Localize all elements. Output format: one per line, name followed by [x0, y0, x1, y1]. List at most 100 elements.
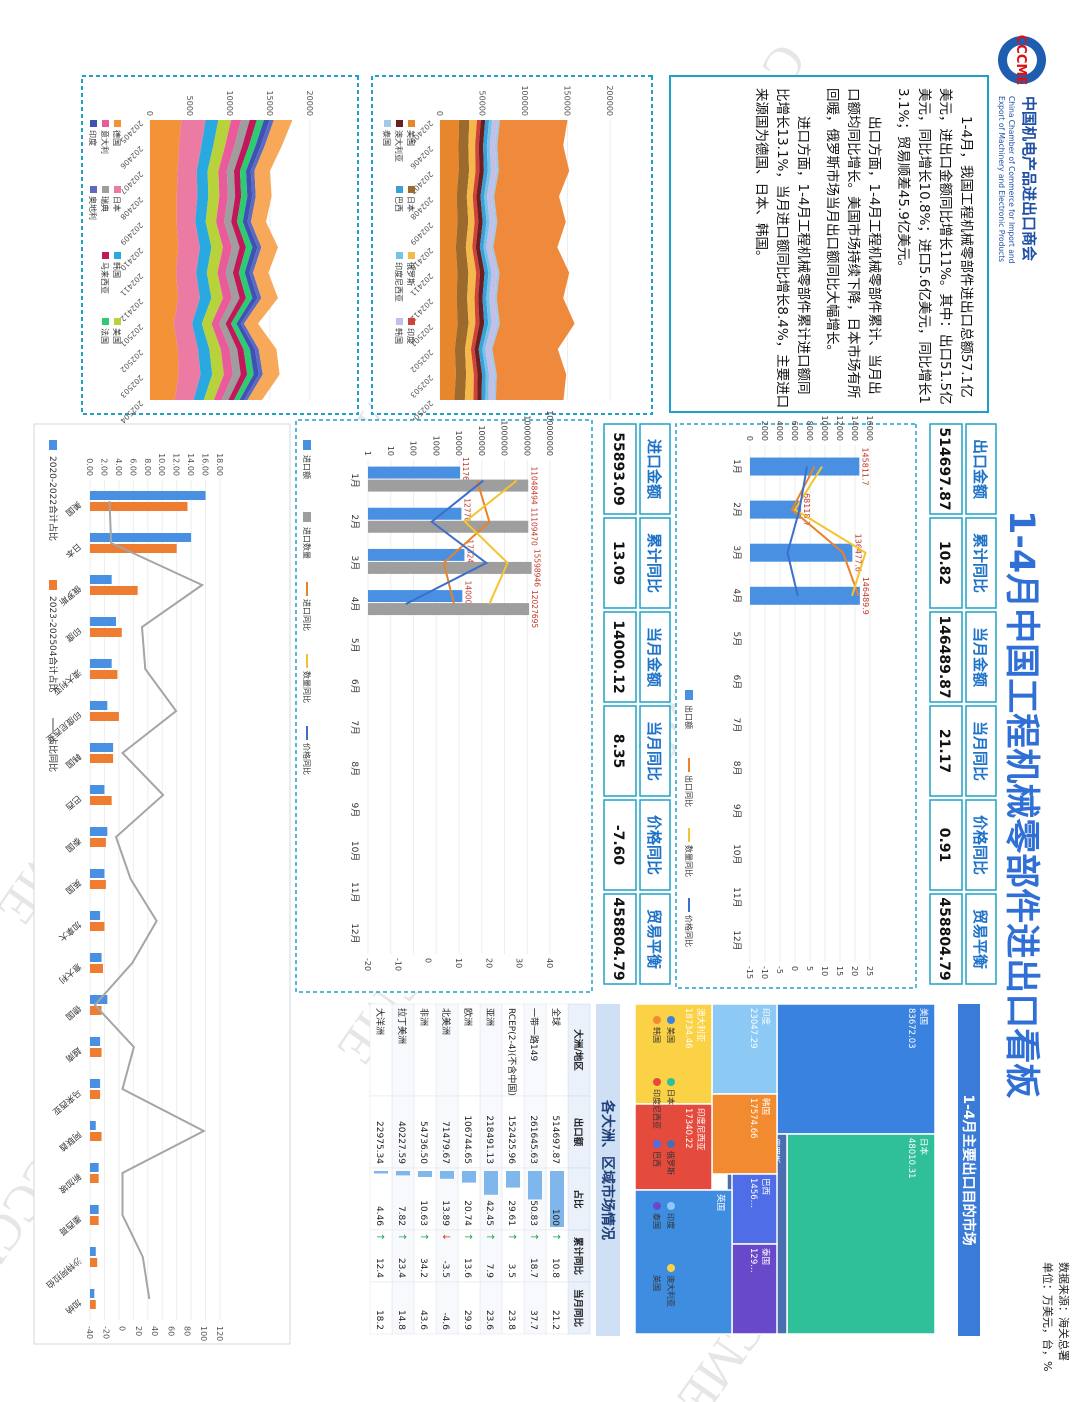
kpi-value: 458804.79 [936, 897, 952, 980]
treemap-cell-value: 48010.31 [906, 1138, 916, 1179]
area-band [231, 120, 264, 400]
area-legend-swatch [396, 252, 403, 259]
table-value: 欧洲 [462, 1008, 474, 1026]
kpi-value: 0.91 [936, 828, 952, 863]
treemap-legend-dot [653, 1202, 661, 1210]
area-y-tick: 0 [145, 111, 154, 116]
table-value: 54736.50 [418, 1121, 428, 1164]
import-combo-frame [295, 419, 593, 993]
table-value: 71479.67 [440, 1121, 450, 1164]
destination-bar-2023 [90, 712, 119, 721]
area-legend-label: 印度尼西亚 [394, 262, 404, 302]
destination-bar-2020 [89, 701, 108, 710]
org-name-en-2: Export of Machinery and Electronic Produ… [997, 96, 1006, 262]
import-left-tick: 1000000 [500, 420, 509, 456]
table-share-bar [506, 1171, 520, 1188]
table-value: 北美洲 [440, 1008, 452, 1035]
destination-bar-2020 [89, 743, 114, 752]
destination-bar-2020 [89, 1037, 101, 1046]
export-bar [750, 543, 853, 562]
table-share-bar [374, 1171, 388, 1174]
destination-left-tick: 6.00 [128, 458, 137, 476]
table-cell [369, 1281, 393, 1335]
import-x-tick: 9月 [349, 803, 360, 818]
export-x-tick: 9月 [731, 804, 742, 819]
area-legend-label: 日本 [112, 196, 122, 212]
treemap-legend-label: 韩国 [652, 1027, 662, 1043]
destination-bar-2023 [89, 1300, 96, 1309]
destination-left-tick: 0.00 [85, 458, 94, 476]
kpi-label-box [965, 517, 997, 609]
area-legend-label: 美国 [406, 130, 416, 146]
area-legend-swatch [114, 252, 121, 259]
treemap-chart: 美国83672.03日本48010.31俄罗斯25623.36印度23047.2… [634, 1003, 936, 1335]
import-legend-label: 数量同比 [302, 671, 312, 703]
treemap-legend-dot [667, 1140, 675, 1148]
table-value: 21.2 [550, 1310, 560, 1330]
area-legend-swatch [102, 186, 109, 193]
treemap-cell-value: 17340.22 [683, 1108, 693, 1149]
kpi-value-box [603, 799, 637, 891]
destination-legend-swatch [49, 440, 57, 450]
destination-bar-2020 [89, 911, 101, 920]
destination-yoy-line [93, 500, 206, 1300]
destination-legend-label: 2023-202504合计占比 [47, 596, 59, 693]
kpi-value: 14000.12 [610, 620, 626, 694]
table-value: 29.61 [506, 1200, 516, 1226]
export-left-tick: 10000 [820, 416, 829, 441]
area-band [211, 120, 242, 400]
area-band [489, 120, 500, 400]
destination-bar-2020 [89, 1289, 95, 1298]
area-band [478, 120, 490, 400]
area-y-tick: 15000 [265, 91, 274, 116]
summary-panel: 1-4月，我国工程机械零部件进出口总额57.1亿美元，进出口金额同比增长11%。… [669, 75, 989, 413]
import-x-tick: 10月 [349, 841, 360, 861]
import-qty-bar [368, 603, 530, 616]
import-right-tick: 40 [545, 958, 554, 968]
destination-right-tick: 80 [183, 1326, 192, 1336]
kpi-value-box [603, 705, 637, 797]
summary-text: 1-4月，我国工程机械零部件进出口总额57.1亿美元，进出口金额同比增长11%。… [753, 88, 974, 408]
kpi-label-box [639, 517, 671, 609]
export-left-tick: 16000 [865, 416, 874, 441]
table-value: 37.7 [528, 1310, 538, 1330]
kpi-value: 55893.09 [610, 432, 626, 506]
import-right-tick: 0 [424, 958, 433, 963]
unit-note: 单位：万美元，台，% [1041, 1262, 1055, 1371]
area-legend-swatch [396, 120, 403, 127]
area-legend-label: 印度 [406, 328, 416, 344]
import-left-tick: 1000 [431, 436, 440, 456]
import-amount-label: 11176.2 [461, 457, 470, 488]
destination-bar-2020 [89, 953, 102, 962]
continent-title-bar [596, 1004, 620, 1336]
destination-bar-2023 [89, 1132, 102, 1141]
export-data-label: 136477.6 [853, 534, 862, 572]
kpi-label: 进口金额 [645, 439, 663, 499]
area-band [150, 120, 182, 400]
table-value: 一带一路149 [528, 1008, 540, 1061]
treemap-cell-name: 日本 [918, 1138, 929, 1156]
area-band [219, 120, 250, 400]
export-line-3 [786, 466, 808, 597]
import-qty-bar [368, 561, 532, 574]
kpi-value: 10.82 [936, 541, 952, 585]
area-y-tick: 0 [435, 111, 444, 116]
table-value: 106744.65 [462, 1115, 472, 1164]
destination-bar-2023 [89, 754, 114, 763]
treemap-legend-dot [667, 1264, 675, 1272]
continent-title: 各大洲、区域市场情况 [599, 1099, 616, 1240]
import-x-tick: 5月 [349, 638, 360, 653]
table-value: 20.74 [462, 1200, 472, 1226]
table-header: 出口额 [572, 1118, 584, 1147]
destination-bar-2023 [90, 922, 105, 931]
destination-legend-swatch [49, 580, 57, 590]
treemap-legend-label: 泰国 [652, 1213, 662, 1229]
kpi-label: 累计同比 [971, 533, 989, 593]
area-legend-swatch [396, 186, 403, 193]
area-legend-label: 韩国 [112, 262, 122, 278]
export-x-tick: 11月 [731, 887, 742, 907]
table-value: 10.63 [418, 1200, 428, 1226]
area-legend-swatch [408, 318, 415, 325]
table-share-bar [396, 1171, 410, 1176]
